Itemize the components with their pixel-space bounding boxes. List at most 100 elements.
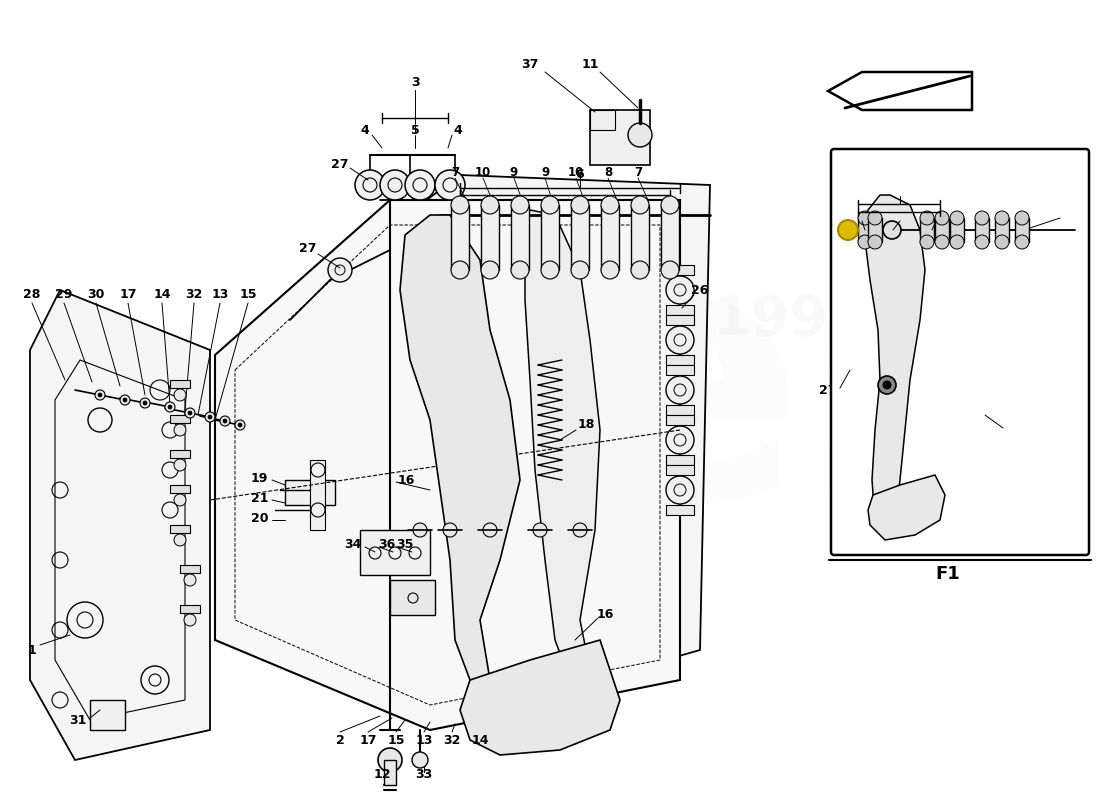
Bar xyxy=(590,110,650,165)
Circle shape xyxy=(996,211,1009,225)
Circle shape xyxy=(174,389,186,401)
Text: 16: 16 xyxy=(596,609,614,622)
Bar xyxy=(512,205,529,270)
Circle shape xyxy=(165,402,175,412)
Circle shape xyxy=(355,170,385,200)
Text: 13: 13 xyxy=(211,289,229,302)
Circle shape xyxy=(481,261,499,279)
Text: 1: 1 xyxy=(28,643,36,657)
Circle shape xyxy=(481,196,499,214)
Text: 9: 9 xyxy=(541,166,549,178)
Circle shape xyxy=(975,211,989,225)
Circle shape xyxy=(174,494,186,506)
Bar xyxy=(384,760,396,785)
Circle shape xyxy=(601,196,619,214)
Text: 18: 18 xyxy=(578,418,595,431)
Circle shape xyxy=(541,261,559,279)
Bar xyxy=(170,450,190,458)
Circle shape xyxy=(628,123,652,147)
Circle shape xyxy=(174,424,186,436)
Circle shape xyxy=(868,235,882,249)
Bar xyxy=(666,465,694,475)
Bar xyxy=(666,455,694,465)
Polygon shape xyxy=(30,290,210,760)
Circle shape xyxy=(666,326,694,354)
Bar xyxy=(571,205,588,270)
Text: 3: 3 xyxy=(410,75,419,89)
Circle shape xyxy=(512,261,529,279)
Circle shape xyxy=(666,276,694,304)
Circle shape xyxy=(143,401,147,405)
Bar xyxy=(920,218,934,242)
Text: 37: 37 xyxy=(521,58,539,71)
Circle shape xyxy=(858,211,872,225)
Bar xyxy=(170,525,190,533)
Bar xyxy=(666,415,694,425)
Circle shape xyxy=(451,261,469,279)
Text: 14: 14 xyxy=(153,289,170,302)
Bar xyxy=(666,365,694,375)
Bar xyxy=(666,355,694,365)
Text: 33: 33 xyxy=(416,769,432,782)
Text: 27: 27 xyxy=(331,158,349,171)
Text: 34: 34 xyxy=(344,538,362,551)
Text: 20: 20 xyxy=(251,511,268,525)
Bar xyxy=(1015,218,1028,242)
Circle shape xyxy=(573,523,587,537)
Bar xyxy=(666,505,694,515)
Bar xyxy=(868,218,882,242)
Text: 4: 4 xyxy=(453,123,462,137)
Bar xyxy=(666,265,694,275)
Bar xyxy=(90,700,125,730)
Text: 25: 25 xyxy=(1056,206,1074,218)
Text: europ: europ xyxy=(199,362,461,498)
Bar xyxy=(481,205,499,270)
Circle shape xyxy=(666,476,694,504)
Circle shape xyxy=(666,426,694,454)
Circle shape xyxy=(208,415,212,419)
Text: 7: 7 xyxy=(634,166,642,178)
Circle shape xyxy=(838,220,858,240)
Circle shape xyxy=(601,261,619,279)
Text: 13: 13 xyxy=(416,734,432,746)
Circle shape xyxy=(883,221,901,239)
Polygon shape xyxy=(865,195,925,530)
Text: 10: 10 xyxy=(475,166,491,178)
Text: 27: 27 xyxy=(299,242,317,254)
Circle shape xyxy=(631,196,649,214)
Circle shape xyxy=(379,170,410,200)
Text: 23: 23 xyxy=(848,209,866,222)
Text: 10: 10 xyxy=(568,166,584,178)
Text: 14: 14 xyxy=(471,734,488,746)
Bar xyxy=(935,218,949,242)
Text: 1995: 1995 xyxy=(713,293,867,347)
Text: 11: 11 xyxy=(581,58,598,71)
Circle shape xyxy=(858,235,872,249)
Text: 4: 4 xyxy=(361,123,370,137)
Polygon shape xyxy=(525,210,610,695)
Text: 12: 12 xyxy=(373,769,390,782)
Circle shape xyxy=(868,211,882,225)
Text: 32: 32 xyxy=(443,734,461,746)
Text: 29: 29 xyxy=(55,289,73,302)
Circle shape xyxy=(451,196,469,214)
Circle shape xyxy=(223,419,227,423)
Circle shape xyxy=(412,752,428,768)
Circle shape xyxy=(120,395,130,405)
Circle shape xyxy=(975,235,989,249)
Polygon shape xyxy=(400,215,530,715)
Text: 27: 27 xyxy=(818,383,836,397)
Circle shape xyxy=(434,170,465,200)
Text: 17: 17 xyxy=(119,289,136,302)
Circle shape xyxy=(920,211,934,225)
Bar xyxy=(451,205,469,270)
Bar xyxy=(390,580,435,615)
Circle shape xyxy=(878,376,896,394)
Text: 7: 7 xyxy=(451,166,459,178)
Bar xyxy=(541,205,559,270)
Circle shape xyxy=(140,398,150,408)
Bar xyxy=(601,205,619,270)
Bar xyxy=(180,565,200,573)
Bar xyxy=(170,415,190,423)
Text: 26: 26 xyxy=(691,283,708,297)
